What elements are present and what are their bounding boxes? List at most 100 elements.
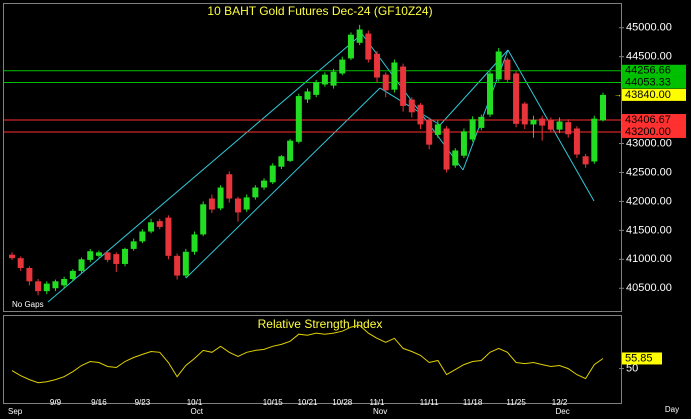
candle-body: [139, 231, 146, 242]
candle-body: [130, 241, 137, 249]
candle-body: [417, 104, 424, 125]
candle-body: [243, 197, 250, 210]
candle-body: [426, 120, 433, 145]
x-axis-label: Day: [665, 405, 679, 414]
last-value-box: [622, 352, 662, 365]
x-tick-label: 11/18: [463, 398, 483, 407]
candle-body: [374, 53, 381, 78]
x-tick-label: 10/1: [187, 398, 203, 407]
x-tick-label: 10/21: [297, 398, 318, 407]
candle-body: [217, 187, 224, 209]
candle-body: [434, 124, 441, 135]
price-panel: [3, 3, 622, 312]
candle-body: [478, 116, 485, 128]
x-tick-label: 11/11: [420, 398, 439, 407]
candle-body: [252, 187, 259, 198]
candle-body: [330, 71, 337, 86]
candle-body: [391, 62, 398, 90]
candle-body: [347, 34, 354, 59]
last-value-label: 55.85: [625, 352, 653, 364]
candle-body: [69, 270, 76, 279]
candle-body: [104, 252, 111, 260]
y-tick-label: 42500.00: [626, 166, 672, 178]
candle-body: [174, 255, 181, 276]
x-tick-label: 9/23: [135, 398, 151, 407]
level-label-box: [622, 125, 686, 138]
candle-body: [504, 59, 511, 80]
level-label: 44053.33: [625, 76, 671, 88]
candle-body: [287, 140, 294, 161]
candle-body: [269, 165, 276, 183]
trendline: [47, 33, 363, 303]
candle-body: [121, 248, 128, 264]
y-tick-label: 50: [626, 362, 638, 374]
candle-body: [521, 103, 528, 125]
month-label: Dec: [556, 407, 570, 416]
x-tick-label: 12/2: [552, 398, 568, 407]
level-label-box: [622, 76, 686, 89]
x-tick-label: 10/15: [263, 398, 284, 407]
candle-body: [295, 96, 302, 142]
candle-body: [547, 119, 554, 130]
candle-body: [17, 258, 24, 268]
level-label: 43406.67: [625, 114, 671, 126]
y-tick-label: 41000.00: [626, 253, 672, 265]
level-label-box: [622, 113, 686, 126]
candle-body: [565, 122, 572, 135]
candle-body: [365, 33, 372, 60]
month-label: Sep: [8, 407, 23, 416]
candle-body: [582, 156, 589, 165]
candle-body: [52, 281, 59, 289]
candle-body: [182, 251, 189, 276]
candle-body: [487, 73, 494, 115]
candle-body: [339, 59, 346, 74]
candle-body: [165, 217, 172, 256]
last-price-label: 43840.00: [625, 89, 671, 101]
candle-body: [113, 254, 120, 264]
x-tick-label: 9/16: [91, 398, 107, 407]
note: No Gaps: [12, 300, 44, 309]
candle-body: [400, 66, 407, 106]
y-tick-label: 42000.00: [626, 195, 672, 207]
y-tick-label: 40500.00: [626, 282, 672, 294]
candle-body: [460, 131, 467, 156]
candle-body: [539, 118, 546, 126]
level-label: 43200.00: [625, 126, 671, 138]
y-tick-label: 43000.00: [626, 137, 672, 149]
candle-body: [156, 221, 163, 227]
candle-body: [148, 222, 155, 232]
candle-body: [208, 198, 215, 210]
candle-body: [452, 150, 459, 166]
x-tick-label: 11/25: [506, 398, 526, 407]
level-label-box: [622, 64, 686, 77]
candle-body: [573, 128, 580, 155]
candle-body: [278, 156, 285, 167]
candle-body: [495, 51, 502, 80]
month-label: Oct: [191, 407, 204, 416]
candle-body: [234, 198, 241, 213]
level-label: 44256.66: [625, 65, 671, 77]
chart-title: 10 BAHT Gold Futures Dec-24 (GF10Z24): [207, 4, 432, 18]
last-price-box: [622, 88, 686, 101]
candle-body: [356, 29, 363, 43]
candle-body: [600, 94, 606, 121]
candle-body: [443, 128, 450, 170]
x-tick-label: 11/1: [370, 398, 386, 407]
candle-body: [43, 283, 50, 292]
y-tick-label: 44500.00: [626, 51, 672, 63]
candle-body: [530, 119, 537, 125]
candle-body: [591, 118, 598, 162]
candle-body: [191, 234, 198, 252]
candle-body: [87, 251, 94, 260]
y-tick-label: 45000.00: [626, 22, 672, 34]
y-tick-label: 41500.00: [626, 224, 672, 236]
candle-body: [95, 252, 102, 256]
candle-body: [61, 279, 68, 286]
candle-body: [26, 268, 33, 282]
month-label: Nov: [373, 407, 387, 416]
candle-body: [200, 204, 207, 235]
last-arrow: →: [614, 90, 622, 99]
